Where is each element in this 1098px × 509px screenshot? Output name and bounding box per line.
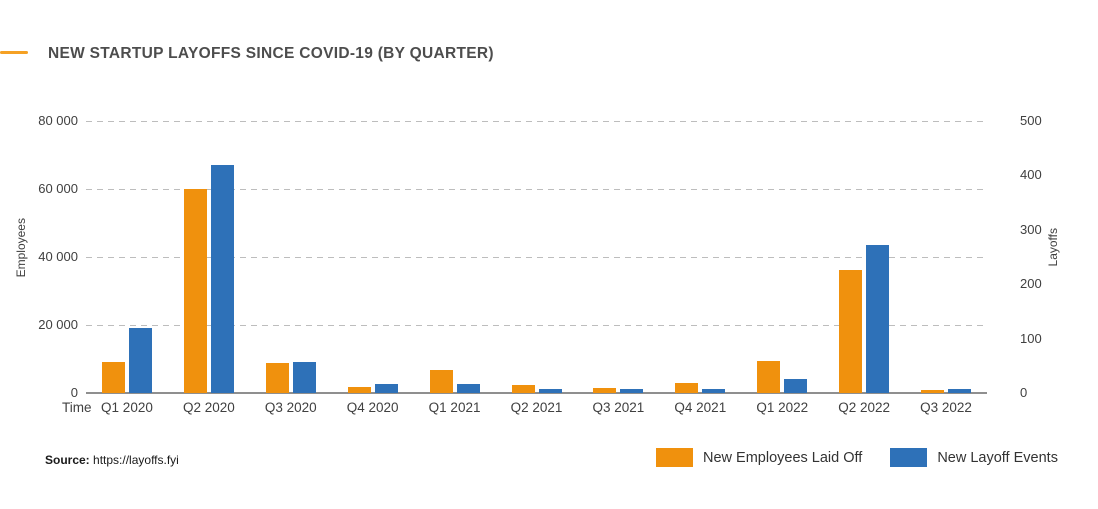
bar-employees-q2-2022 [839, 269, 863, 393]
bar-employees-q3-2021 [593, 387, 617, 393]
x-tick-q2-2020: Q2 2020 [182, 400, 235, 415]
left-axis-tick-20000: 20 000 [38, 317, 78, 332]
bar-employees-q4-2021 [675, 383, 699, 393]
bar-events-q4-2020 [374, 383, 398, 393]
x-tick-q3-2021: Q3 2021 [592, 400, 645, 415]
legend-label-events: New Layoff Events [937, 449, 1058, 466]
bar-events-q2-2022 [866, 245, 890, 393]
bar-events-q2-2021 [538, 388, 562, 393]
bar-events-q3-2022 [948, 388, 972, 393]
x-axis-line [86, 392, 987, 394]
bar-events-q1-2022 [784, 378, 808, 393]
bar-employees-q1-2021 [429, 370, 453, 393]
left-axis-tick-60000: 60 000 [38, 181, 78, 196]
bar-employees-q3-2022 [921, 390, 945, 393]
source-note: Source: https://layoffs.fyi [45, 453, 179, 467]
right-axis-tick-500: 500 [1020, 113, 1042, 128]
chart-title: NEW STARTUP LAYOFFS SINCE COVID-19 (BY Q… [48, 45, 494, 62]
right-axis-tick-100: 100 [1020, 330, 1042, 346]
bar-events-q3-2021 [620, 389, 644, 393]
x-tick-q3-2020: Q3 2020 [264, 400, 317, 415]
bar-employees-q1-2022 [757, 361, 781, 393]
source-prefix: Source: [45, 453, 90, 467]
bar-events-q1-2021 [456, 383, 480, 393]
gridline-40000 [86, 257, 987, 258]
gridline-80000 [86, 121, 987, 122]
bar-employees-q2-2021 [511, 384, 535, 393]
bar-events-q4-2021 [702, 389, 726, 393]
left-axis-tick-80000: 80 000 [38, 113, 78, 128]
bar-employees-q2-2020 [183, 189, 207, 393]
title-accent-dash [0, 51, 28, 54]
bar-events-q3-2020 [292, 361, 316, 393]
gridline-20000 [86, 325, 987, 326]
x-tick-q1-2021: Q1 2021 [428, 400, 481, 415]
x-tick-q3-2022: Q3 2022 [920, 400, 972, 415]
legend-item-new-layoff-events[interactable]: New Layoff Events [890, 448, 1058, 467]
right-axis-tick-0: 0 [1020, 385, 1028, 400]
right-axis-tick-200: 200 [1020, 276, 1042, 292]
bar-employees-q3-2020 [265, 363, 289, 393]
source-url[interactable]: https://layoffs.fyi [93, 453, 179, 467]
legend-swatch-events-icon [890, 448, 928, 467]
legend-item-new-employees-laid-off[interactable]: New Employees Laid Off [656, 448, 862, 467]
gridline-60000 [86, 189, 987, 190]
x-tick-q1-2020: Q1 2020 [101, 400, 153, 415]
x-tick-q1-2022: Q1 2022 [756, 400, 809, 415]
legend-swatch-employees-icon [656, 448, 693, 467]
legend-label-employees: New Employees Laid Off [703, 449, 863, 466]
x-axis-title: Time [62, 400, 92, 415]
bar-events-q2-2020 [210, 164, 234, 393]
legend: New Employees Laid Off New Layoff Events [656, 448, 1058, 467]
left-axis-tick-40000: 40 000 [38, 249, 78, 264]
bar-employees-q1-2020 [101, 362, 125, 393]
bar-employees-q4-2020 [347, 387, 371, 393]
left-axis-tick-0: 0 [70, 385, 78, 400]
right-axis-tick-300: 300 [1020, 221, 1042, 237]
x-tick-q4-2021: Q4 2021 [674, 400, 727, 415]
x-tick-q4-2020: Q4 2020 [346, 400, 399, 415]
right-axis-tick-400: 400 [1020, 167, 1042, 183]
x-tick-q2-2022: Q2 2022 [838, 400, 891, 415]
bar-events-q1-2020 [128, 327, 152, 393]
x-tick-q2-2021: Q2 2021 [510, 400, 563, 415]
